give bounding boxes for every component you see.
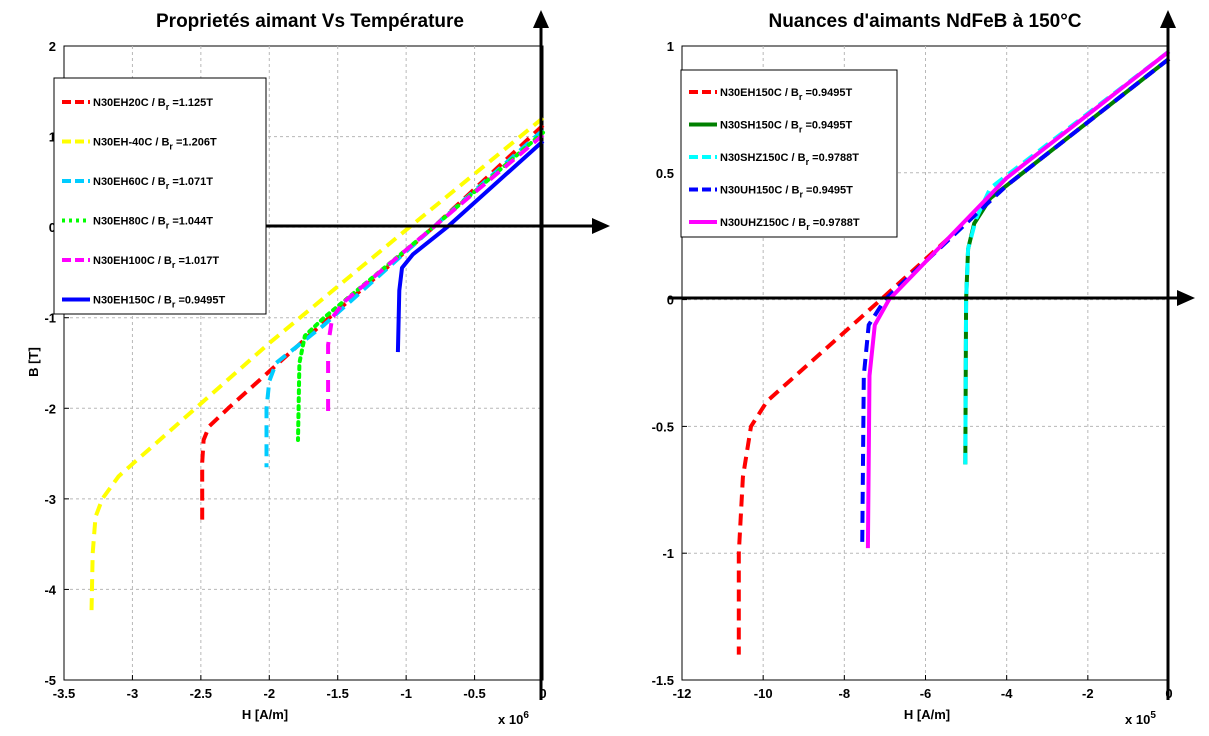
y-tick-label: -1.5 [652, 673, 674, 688]
x-tick-label: -10 [754, 686, 773, 701]
legend-entry: N30EH-40C / Br =1.206T [93, 137, 217, 152]
series-line-3 [860, 57, 1171, 549]
x-tick-label: -1.5 [327, 686, 349, 701]
series-line-4 [865, 49, 1171, 549]
y-tick-label: -4 [44, 582, 56, 597]
chart-title: Nuances d'aimants NdFeB à 150°C [768, 11, 1081, 32]
legend-entry: N30SHZ150C / Br =0.9788T [720, 152, 859, 167]
x-tick-label: -1 [400, 686, 412, 701]
legend-entry: N30SH150C / Br =0.9495T [720, 120, 853, 135]
x-tick-label: -6 [920, 686, 932, 701]
y-tick-label: -0.5 [652, 419, 674, 434]
legend-entry: N30EH20C / Br =1.125T [93, 97, 213, 112]
chart-title: Proprietés aimant Vs Température [156, 11, 464, 32]
y-tick-label: -2 [44, 401, 56, 416]
legend-entry: N30EH150C / Br =0.9495T [93, 295, 226, 310]
x-tick-label: -12 [673, 686, 692, 701]
legend-entry: N30EH100C / Br =1.017T [93, 255, 219, 270]
y-tick-label: 0.5 [656, 166, 674, 181]
y-tick-label: 1 [49, 130, 56, 145]
y-tick-label: 0 [667, 293, 674, 308]
x-tick-label: -2 [1082, 686, 1094, 701]
legend-entry: N30EH80C / Br =1.044T [93, 216, 213, 231]
x-tick-label: -8 [839, 686, 851, 701]
legend: N30EH20C / Br =1.125T N30EH-40C / Br =1.2… [53, 77, 267, 315]
y-tick-label: -3 [44, 492, 56, 507]
x-axis-multiplier: x 105 [1125, 710, 1156, 727]
x-tick-label: -2 [264, 686, 276, 701]
v-axis-arrowhead [1160, 10, 1176, 28]
x-tick-label: -3 [127, 686, 139, 701]
y-tick-label: -1 [44, 311, 56, 326]
series-line-4 [326, 133, 545, 413]
x-axis-multiplier: x 106 [498, 710, 529, 727]
y-tick-label: 0 [49, 220, 56, 235]
y-tick-label: -5 [44, 673, 56, 688]
y-tick-label: 1 [667, 39, 674, 54]
y-tick-label: -1 [662, 546, 674, 561]
series-line-2 [963, 49, 1171, 465]
x-tick-label: -2.5 [190, 686, 212, 701]
legend-entry: N30UHZ150C / Br =0.9788T [720, 217, 860, 232]
chart-temperature: -3.5 -3 -2.5 -2 -1.5 -1 -0.5 0 -5 -4 -3 -2 -1 0 1 2 Prop… [26, 10, 610, 727]
legend-entry: N30EH150C / Br =0.9495T [720, 87, 853, 102]
x-tick-label: -4 [1001, 686, 1013, 701]
x-tick-label: 0 [539, 686, 546, 701]
legend: N30EH150C / Br =0.9495T N30SH150C / Br =0… [680, 69, 898, 238]
h-axis-arrowhead [1177, 290, 1195, 306]
x-axis-label: H [A/m] [904, 707, 950, 722]
legend-box [680, 69, 898, 238]
y-axis-label: B [T] [26, 347, 41, 377]
y-tick-label: 2 [49, 39, 56, 54]
series-line-2 [264, 128, 545, 468]
legend-entry: N30UH150C / Br =0.9495T [720, 185, 853, 200]
v-axis-arrowhead [533, 10, 549, 28]
x-tick-label: -0.5 [463, 686, 485, 701]
h-axis-arrowhead [592, 218, 610, 234]
series-line-1 [89, 116, 545, 617]
x-tick-label: -3.5 [53, 686, 75, 701]
legend-entry: N30EH60C / Br =1.071T [93, 176, 213, 191]
legend-box [53, 77, 267, 315]
series-line-5 [395, 139, 545, 353]
x-axis-label: H [A/m] [242, 707, 288, 722]
